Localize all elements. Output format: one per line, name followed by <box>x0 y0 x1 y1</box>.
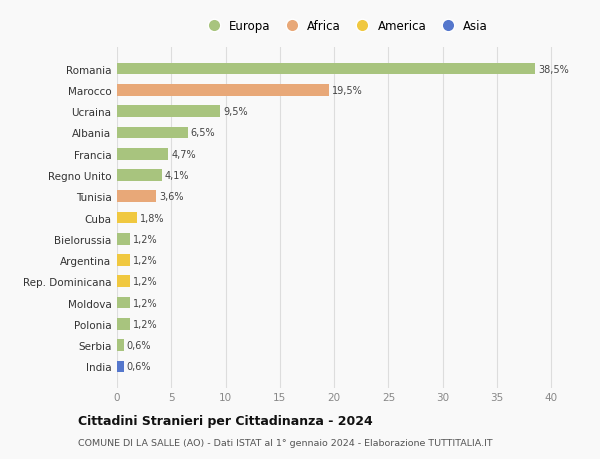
Text: 0,6%: 0,6% <box>127 362 151 372</box>
Bar <box>117 170 161 181</box>
Text: 0,6%: 0,6% <box>127 341 151 350</box>
Text: Cittadini Stranieri per Cittadinanza - 2024: Cittadini Stranieri per Cittadinanza - 2… <box>78 414 373 428</box>
Bar <box>117 85 329 96</box>
Text: 4,1%: 4,1% <box>165 171 189 180</box>
Bar <box>117 64 535 75</box>
Text: 1,2%: 1,2% <box>133 256 158 265</box>
Text: 9,5%: 9,5% <box>223 107 248 117</box>
Bar <box>117 276 130 287</box>
Text: 1,2%: 1,2% <box>133 234 158 244</box>
Bar <box>117 106 220 118</box>
Text: 1,2%: 1,2% <box>133 277 158 287</box>
Bar <box>117 361 124 372</box>
Text: 19,5%: 19,5% <box>332 86 363 95</box>
Text: 38,5%: 38,5% <box>538 64 569 74</box>
Text: 1,8%: 1,8% <box>140 213 164 223</box>
Text: 4,7%: 4,7% <box>171 149 196 159</box>
Text: 1,2%: 1,2% <box>133 319 158 329</box>
Legend: Europa, Africa, America, Asia: Europa, Africa, America, Asia <box>202 20 488 33</box>
Bar <box>117 149 168 160</box>
Bar <box>117 191 156 202</box>
Bar <box>117 255 130 266</box>
Bar <box>117 340 124 351</box>
Text: 3,6%: 3,6% <box>160 192 184 202</box>
Text: 1,2%: 1,2% <box>133 298 158 308</box>
Bar <box>117 297 130 309</box>
Text: 6,5%: 6,5% <box>191 128 215 138</box>
Bar <box>117 212 137 224</box>
Bar <box>117 127 188 139</box>
Bar <box>117 234 130 245</box>
Text: COMUNE DI LA SALLE (AO) - Dati ISTAT al 1° gennaio 2024 - Elaborazione TUTTITALI: COMUNE DI LA SALLE (AO) - Dati ISTAT al … <box>78 438 493 447</box>
Bar <box>117 318 130 330</box>
